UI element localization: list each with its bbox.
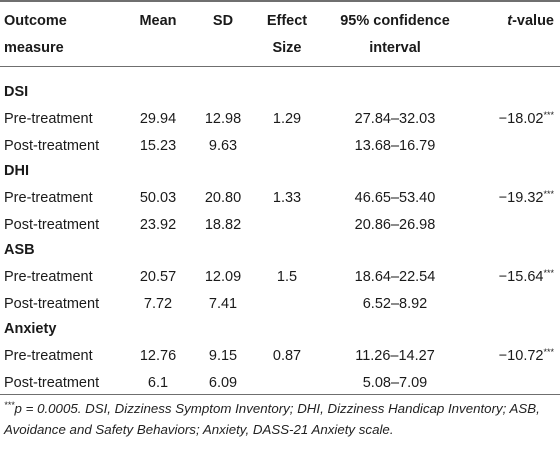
header-effect-line2: Size (272, 40, 302, 56)
footnote-text: p = 0.0005. DSI, Dizziness Symptom Inven… (4, 401, 540, 437)
row-label-cell: Post-treatment (4, 217, 100, 233)
section-header-row: ASB (0, 238, 560, 262)
t-value-number: −18.02 (498, 111, 544, 127)
section-label: DHI (4, 163, 29, 179)
header-ci-line2: interval (369, 40, 421, 56)
effect-size-cell: 1.5 (276, 269, 298, 285)
mean-cell: 29.94 (139, 111, 177, 127)
footnote-marker: *** (4, 400, 15, 410)
mean-cell: 20.57 (139, 269, 177, 285)
table-row: Pre-treatment 29.94 12.98 1.29 27.84–32.03 −1… (0, 107, 560, 131)
table-row: Pre-treatment 50.03 20.80 1.33 46.65–53.40 −1… (0, 186, 560, 210)
confidence-interval-cell: 18.64–22.54 (354, 269, 436, 285)
effect-size-cell: 1.33 (272, 190, 302, 206)
row-label-cell: Post-treatment (4, 138, 100, 154)
confidence-interval-cell: 13.68–16.79 (354, 138, 436, 154)
header-rule (0, 66, 560, 67)
header-mean: Mean (139, 13, 177, 29)
sd-cell: 12.09 (204, 269, 242, 285)
sd-cell: 6.09 (208, 375, 238, 391)
table-row: Post-treatment 6.1 6.09 5.08–7.09 (0, 371, 560, 395)
confidence-interval-cell: 20.86–26.98 (354, 217, 436, 233)
t-value-number: −15.64 (498, 269, 544, 285)
row-label-cell: Post-treatment (4, 375, 100, 391)
sd-cell: 20.80 (204, 190, 242, 206)
section-label: ASB (4, 242, 35, 258)
section-header-row: DSI (0, 80, 560, 104)
confidence-interval-cell: 46.65–53.40 (354, 190, 436, 206)
header-t-value: t-value (462, 10, 554, 32)
section-header-row: DHI (0, 159, 560, 183)
row-label-cell: Pre-treatment (4, 269, 93, 285)
sd-cell: 9.15 (208, 348, 238, 364)
confidence-interval-cell: 27.84–32.03 (354, 111, 436, 127)
header-t-italic: t (507, 13, 513, 29)
header-effect-line1: Effect (266, 13, 308, 29)
significance-marker: *** (543, 110, 554, 120)
section-label: Anxiety (4, 321, 57, 337)
table-top-rule (0, 0, 560, 2)
header-outcome-line1: Outcome (4, 13, 67, 29)
effect-size-cell: 0.87 (272, 348, 302, 364)
table-footnote: ***p = 0.0005. DSI, Dizziness Symptom In… (4, 398, 556, 440)
sd-cell: 9.63 (208, 138, 238, 154)
confidence-interval-cell: 11.26–14.27 (355, 348, 435, 364)
confidence-interval-cell: 5.08–7.09 (362, 375, 428, 391)
t-value-cell: −10.72*** (462, 344, 554, 368)
table-row: Pre-treatment 20.57 12.09 1.5 18.64–22.54 −15… (0, 265, 560, 289)
t-value-cell: −18.02*** (462, 107, 554, 131)
significance-marker: *** (543, 268, 554, 278)
table-row: Post-treatment 15.23 9.63 13.68–16.79 (0, 134, 560, 158)
section-header-row: Anxiety (0, 317, 560, 341)
significance-marker: *** (543, 189, 554, 199)
header-t-rest: -value (512, 13, 554, 29)
t-value-cell: −19.32*** (462, 186, 554, 210)
table-row: Post-treatment 23.92 18.82 20.86–26.98 (0, 213, 560, 237)
table-bottom-rule (0, 394, 560, 395)
sd-cell: 18.82 (204, 217, 242, 233)
sd-cell: 7.41 (208, 296, 238, 312)
mean-cell: 23.92 (139, 217, 177, 233)
t-value-cell: −15.64*** (462, 265, 554, 289)
header-outcome-line2: measure (4, 40, 64, 56)
t-value-number: −10.72 (498, 348, 544, 364)
header-ci-line1: 95% confidence (340, 13, 450, 29)
row-label-cell: Pre-treatment (4, 348, 93, 364)
significance-marker: *** (543, 347, 554, 357)
header-sd: SD (212, 13, 234, 29)
mean-cell: 12.76 (139, 348, 177, 364)
effect-size-cell: 1.29 (272, 111, 302, 127)
table-row: Post-treatment 7.72 7.41 6.52–8.92 (0, 292, 560, 316)
sd-cell: 12.98 (204, 111, 242, 127)
row-label-cell: Pre-treatment (4, 111, 93, 127)
mean-cell: 50.03 (139, 190, 177, 206)
row-label-cell: Post-treatment (4, 296, 100, 312)
mean-cell: 7.72 (143, 296, 173, 312)
confidence-interval-cell: 6.52–8.92 (362, 296, 428, 312)
mean-cell: 15.23 (139, 138, 177, 154)
mean-cell: 6.1 (147, 375, 169, 391)
t-value-number: −19.32 (498, 190, 544, 206)
section-label: DSI (4, 84, 29, 100)
row-label-cell: Pre-treatment (4, 190, 93, 206)
table-row: Pre-treatment 12.76 9.15 0.87 11.26–14.27 −10… (0, 344, 560, 368)
